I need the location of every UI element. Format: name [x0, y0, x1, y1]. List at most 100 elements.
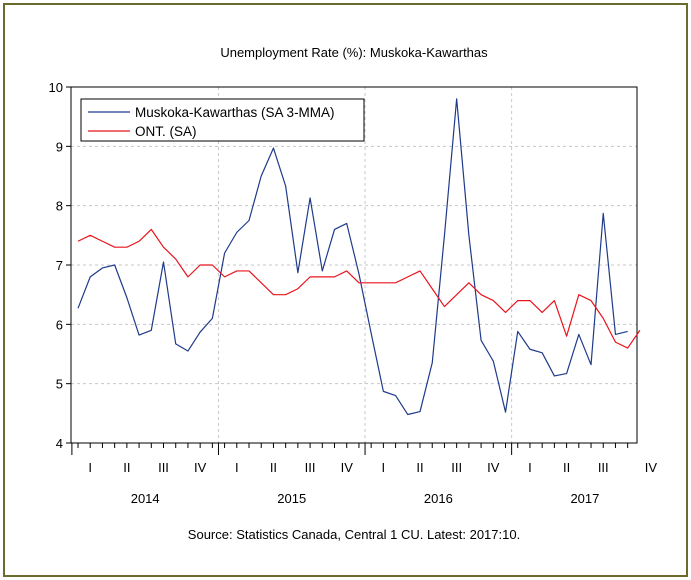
data-point — [565, 372, 568, 375]
data-point — [492, 360, 495, 363]
x-quarter-label: I — [528, 460, 532, 475]
x-quarter-label: IV — [341, 460, 354, 475]
y-tick-label: 7 — [56, 258, 63, 273]
chart-frame: Unemployment Rate (%): Muskoka-Kawarthas… — [3, 3, 688, 577]
series-line-0 — [77, 98, 628, 416]
y-tick-label: 9 — [56, 139, 63, 154]
data-point — [528, 299, 531, 302]
data-point — [235, 231, 238, 234]
data-point — [541, 311, 544, 314]
data-point — [357, 272, 360, 275]
data-point — [541, 351, 544, 354]
data-point — [406, 413, 409, 416]
data-point — [309, 275, 312, 278]
data-point — [113, 264, 116, 267]
data-point — [89, 275, 92, 278]
data-point — [186, 275, 189, 278]
y-tick-label: 4 — [56, 436, 63, 451]
x-quarter-label: I — [382, 460, 386, 475]
y-tick-label: 8 — [56, 199, 63, 214]
data-point — [504, 411, 507, 414]
data-point — [211, 264, 214, 267]
data-point — [480, 293, 483, 296]
legend-label-ontario: ONT. (SA) — [135, 124, 197, 139]
chart: Unemployment Rate (%): Muskoka-Kawarthas… — [49, 45, 658, 542]
legend: Muskoka-Kawarthas (SA 3-MMA) ONT. (SA) — [80, 98, 365, 142]
chart-source-note: Source: Statistics Canada, Central 1 CU.… — [188, 527, 520, 542]
x-quarter-label: I — [235, 460, 239, 475]
data-point — [590, 363, 593, 366]
data-point — [162, 246, 165, 249]
data-point — [638, 329, 641, 332]
data-point — [345, 269, 348, 272]
series-line-1 — [77, 228, 641, 349]
x-year-label: 2015 — [277, 491, 306, 506]
data-point — [406, 275, 409, 278]
data-point — [260, 281, 263, 284]
data-point — [186, 350, 189, 353]
data-point — [333, 228, 336, 231]
data-point — [211, 317, 214, 320]
data-point — [382, 390, 385, 393]
data-point — [602, 317, 605, 320]
x-year-label: 2014 — [131, 491, 160, 506]
legend-box — [80, 98, 365, 142]
series-1 — [77, 228, 641, 349]
data-point — [199, 331, 202, 334]
data-point — [516, 299, 519, 302]
x-quarter-label: II — [416, 460, 423, 475]
y-tick-label: 6 — [56, 317, 63, 332]
data-point — [223, 252, 226, 255]
data-point — [174, 258, 177, 261]
series-0 — [77, 97, 628, 416]
data-point — [382, 281, 385, 284]
data-point — [565, 335, 568, 338]
data-point — [150, 329, 153, 332]
data-point — [467, 281, 470, 284]
data-point — [443, 305, 446, 308]
data-point — [455, 97, 458, 100]
data-point — [101, 266, 104, 269]
data-point — [345, 222, 348, 225]
data-point — [419, 269, 422, 272]
data-point — [77, 240, 80, 243]
data-point — [553, 299, 556, 302]
data-point — [113, 246, 116, 249]
data-point — [614, 341, 617, 344]
data-point — [394, 281, 397, 284]
data-point — [394, 394, 397, 397]
data-point — [174, 342, 177, 345]
data-point — [590, 299, 593, 302]
data-point — [455, 293, 458, 296]
data-point — [138, 334, 141, 337]
legend-label-muskoka: Muskoka-Kawarthas (SA 3-MMA) — [135, 105, 335, 120]
data-point — [467, 234, 470, 237]
data-point — [614, 333, 617, 336]
data-point — [248, 219, 251, 222]
data-point — [492, 299, 495, 302]
x-quarter-label: II — [563, 460, 570, 475]
data-point — [602, 212, 605, 215]
x-quarter-label: III — [305, 460, 316, 475]
x-year-label: 2016 — [424, 491, 453, 506]
x-quarter-label: III — [451, 460, 462, 475]
x-quarter-label: IV — [487, 460, 500, 475]
data-point — [528, 348, 531, 351]
data-point — [443, 234, 446, 237]
x-quarter-label: II — [123, 460, 130, 475]
x-year-label: 2017 — [570, 491, 599, 506]
data-point — [370, 281, 373, 284]
data-point — [296, 271, 299, 274]
x-quarter-label: IV — [645, 460, 658, 475]
data-point — [248, 269, 251, 272]
data-point — [577, 333, 580, 336]
data-point — [553, 374, 556, 377]
data-point — [309, 196, 312, 199]
data-point — [431, 361, 434, 364]
data-point — [150, 228, 153, 231]
x-quarter-label: III — [598, 460, 609, 475]
x-quarter-label: I — [88, 460, 92, 475]
data-point — [284, 293, 287, 296]
data-point — [89, 234, 92, 237]
data-point — [480, 339, 483, 342]
